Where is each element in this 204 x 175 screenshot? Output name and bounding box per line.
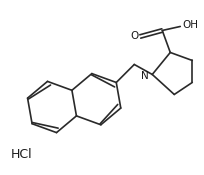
Text: OH: OH [182,20,198,30]
Text: N: N [141,71,149,82]
Text: HCl: HCl [11,149,33,162]
Text: O: O [130,32,138,41]
